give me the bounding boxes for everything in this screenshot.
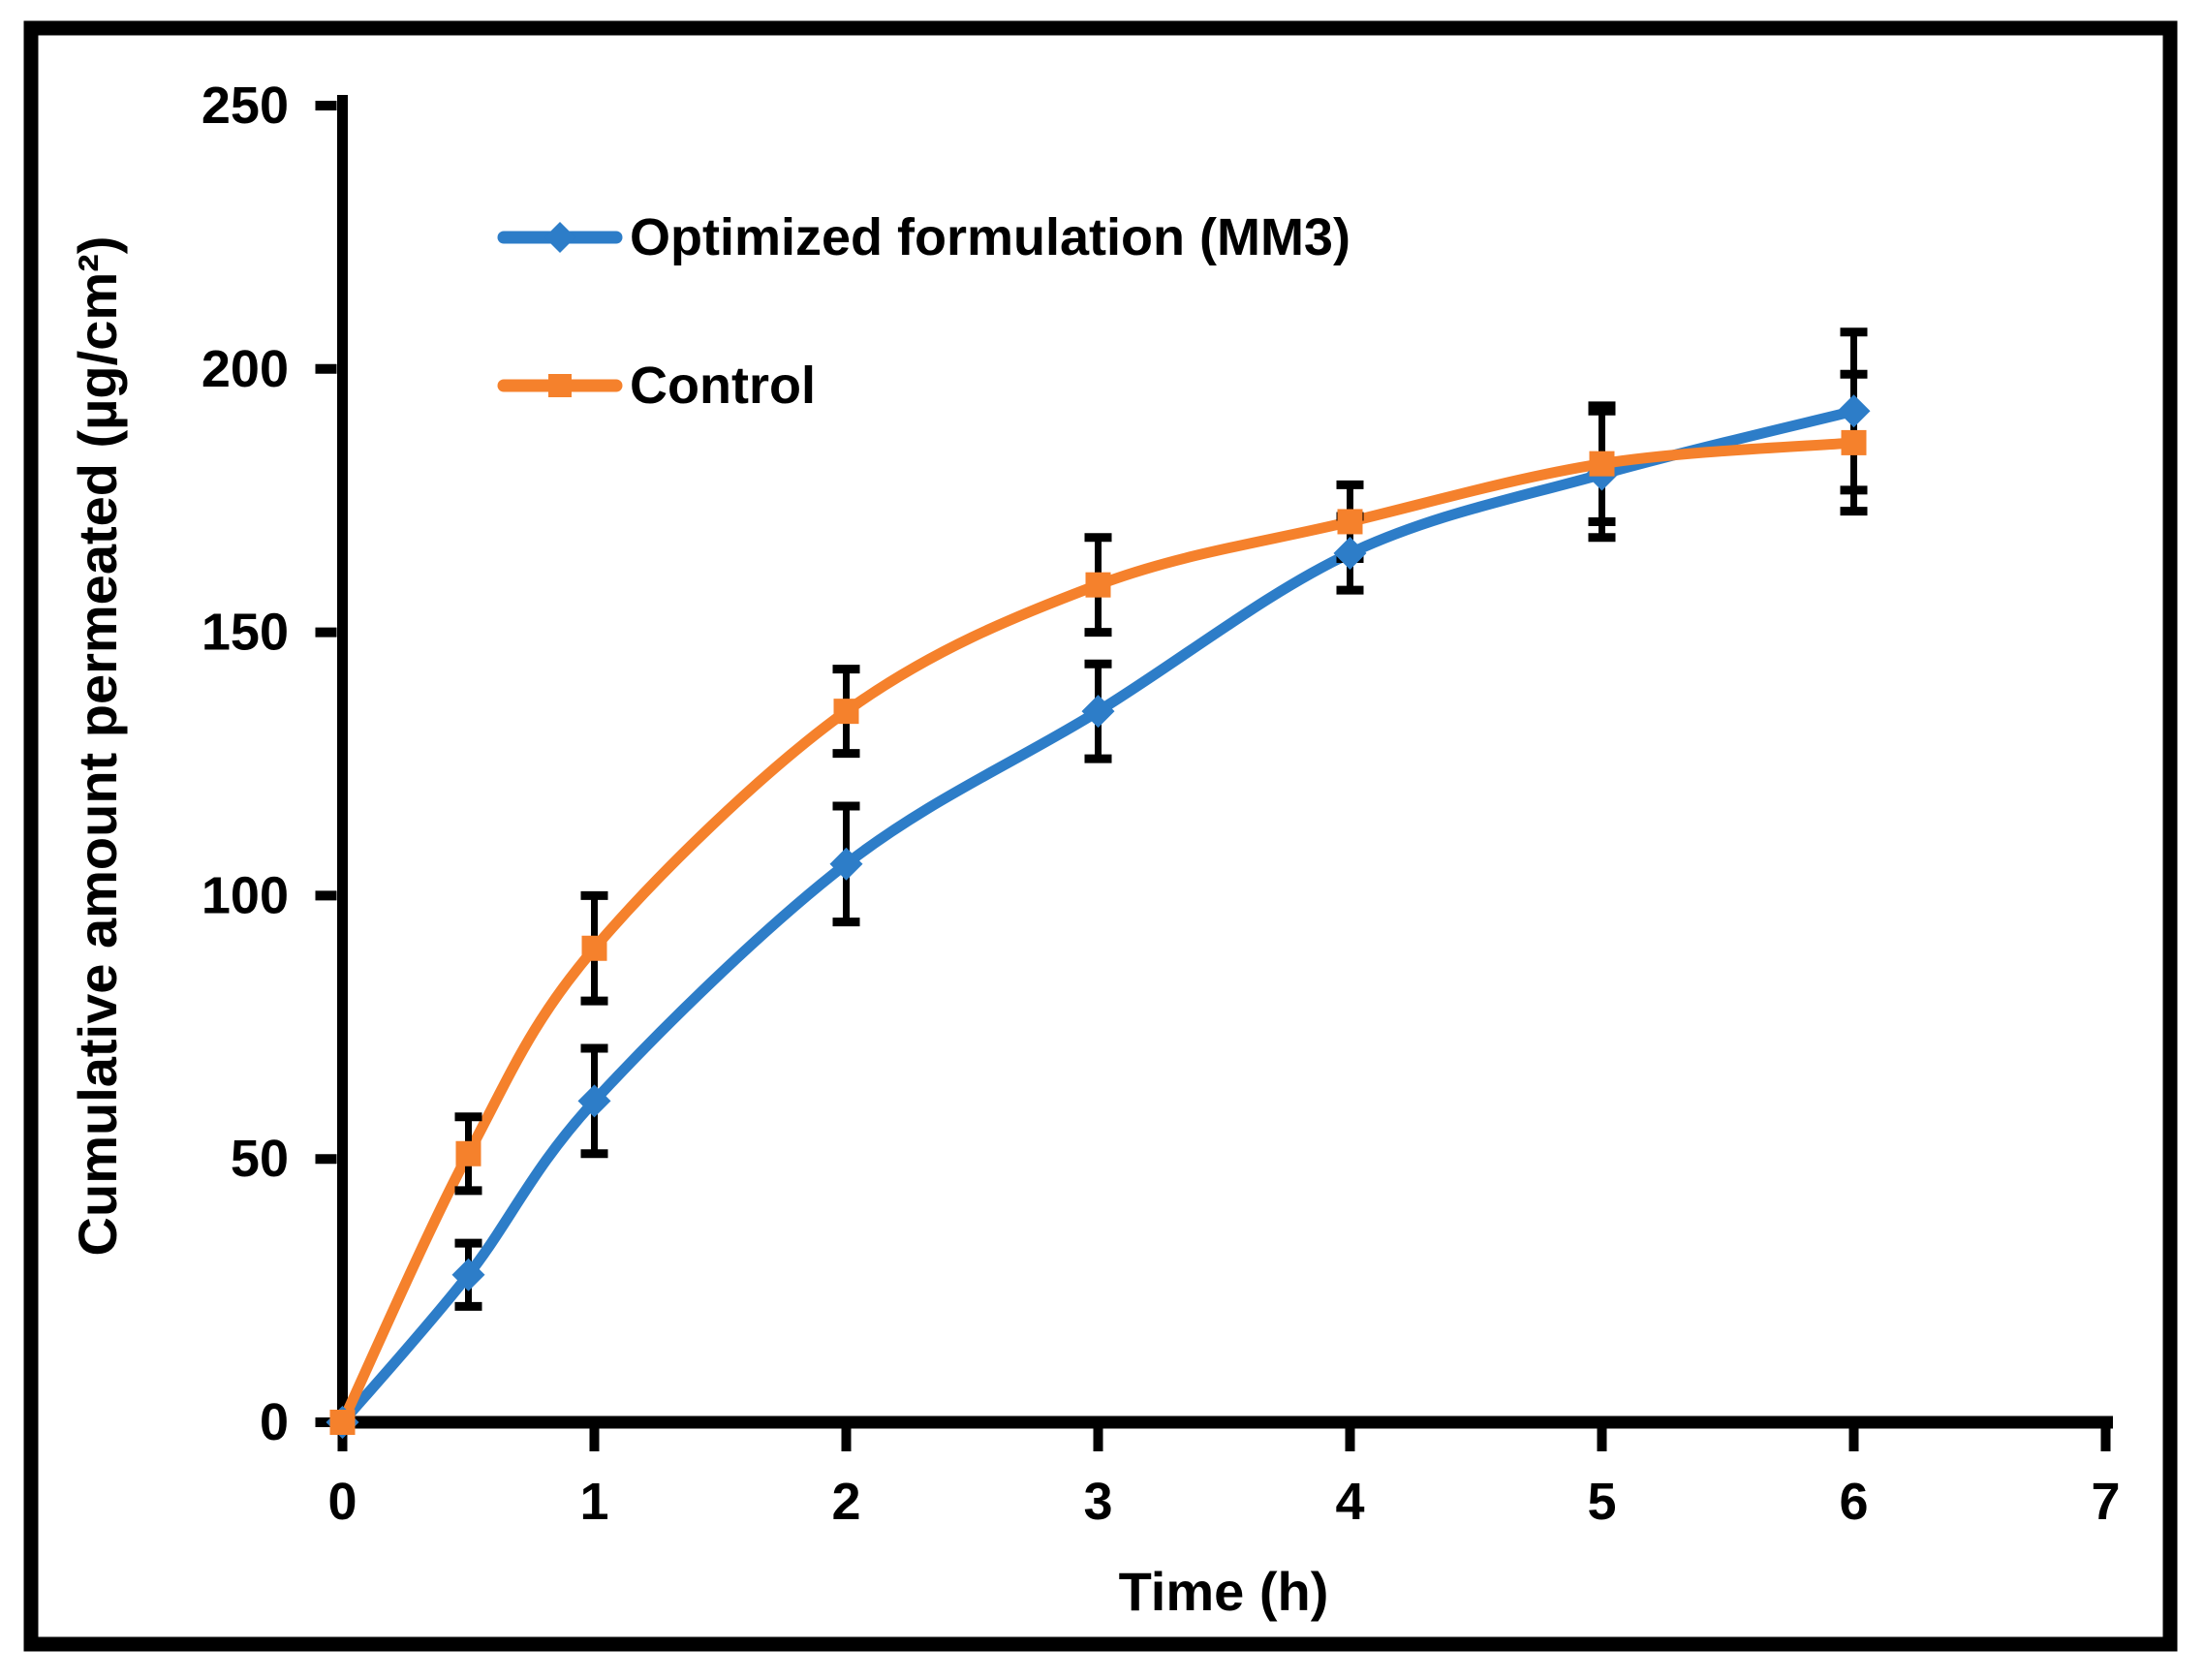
axes: 0 50 100 150 200 250 0 1 2 3 4 5 6 7 (202, 77, 2121, 1531)
figure-border (23, 20, 2178, 1652)
legend-label: Control (630, 357, 816, 415)
y-tick-label: 200 (202, 340, 289, 398)
x-tick-label: 0 (327, 1473, 357, 1531)
data-point-marker-square (455, 1140, 481, 1167)
series-line-0 (337, 405, 1859, 1428)
x-tick-label: 7 (2091, 1473, 2120, 1531)
data-point-marker-square (581, 935, 607, 961)
legend: Optimized formulation (MM3) Control (497, 208, 1350, 415)
data-point-marker-diamond (577, 1084, 611, 1118)
series-line-1 (337, 437, 1859, 1428)
legend-item-0: Optimized formulation (MM3) (497, 208, 1350, 266)
x-tick-label: 3 (1083, 1473, 1112, 1531)
y-tick-label: 50 (231, 1130, 289, 1188)
legend-label: Optimized formulation (MM3) (630, 208, 1350, 266)
x-axis-title: Time (h) (1119, 1561, 1329, 1622)
series-markers-1 (329, 429, 1867, 1435)
data-point-marker-square (1337, 509, 1363, 535)
x-tick-label: 2 (831, 1473, 860, 1531)
x-tick-label: 4 (1335, 1473, 1364, 1531)
data-point-marker-diamond (1837, 394, 1871, 428)
data-point-marker-square (1841, 429, 1867, 455)
y-tick-label: 0 (260, 1393, 289, 1451)
data-point-marker-square (548, 374, 572, 397)
x-tick-label: 1 (579, 1473, 608, 1531)
data-point-marker-diamond (544, 222, 575, 253)
y-tick-label: 100 (202, 866, 289, 924)
x-tick-label: 6 (1839, 1473, 1868, 1531)
data-point-marker-diamond (451, 1258, 485, 1291)
y-axis-title: Cumulative amount permeated (µg/cm²) (67, 236, 128, 1257)
data-point-marker-square (833, 699, 859, 725)
data-series (326, 327, 1871, 1439)
x-tick-label: 5 (1587, 1473, 1616, 1531)
data-point-marker-square (1085, 572, 1111, 598)
y-tick-label: 150 (202, 604, 289, 662)
data-point-marker-diamond (1081, 695, 1115, 729)
data-point-marker-square (1589, 451, 1615, 477)
data-point-marker-diamond (1333, 537, 1367, 571)
data-point-marker-square (329, 1410, 356, 1435)
y-tick-label: 250 (202, 77, 289, 135)
legend-item-1: Control (497, 357, 816, 415)
data-point-marker-diamond (829, 847, 863, 881)
